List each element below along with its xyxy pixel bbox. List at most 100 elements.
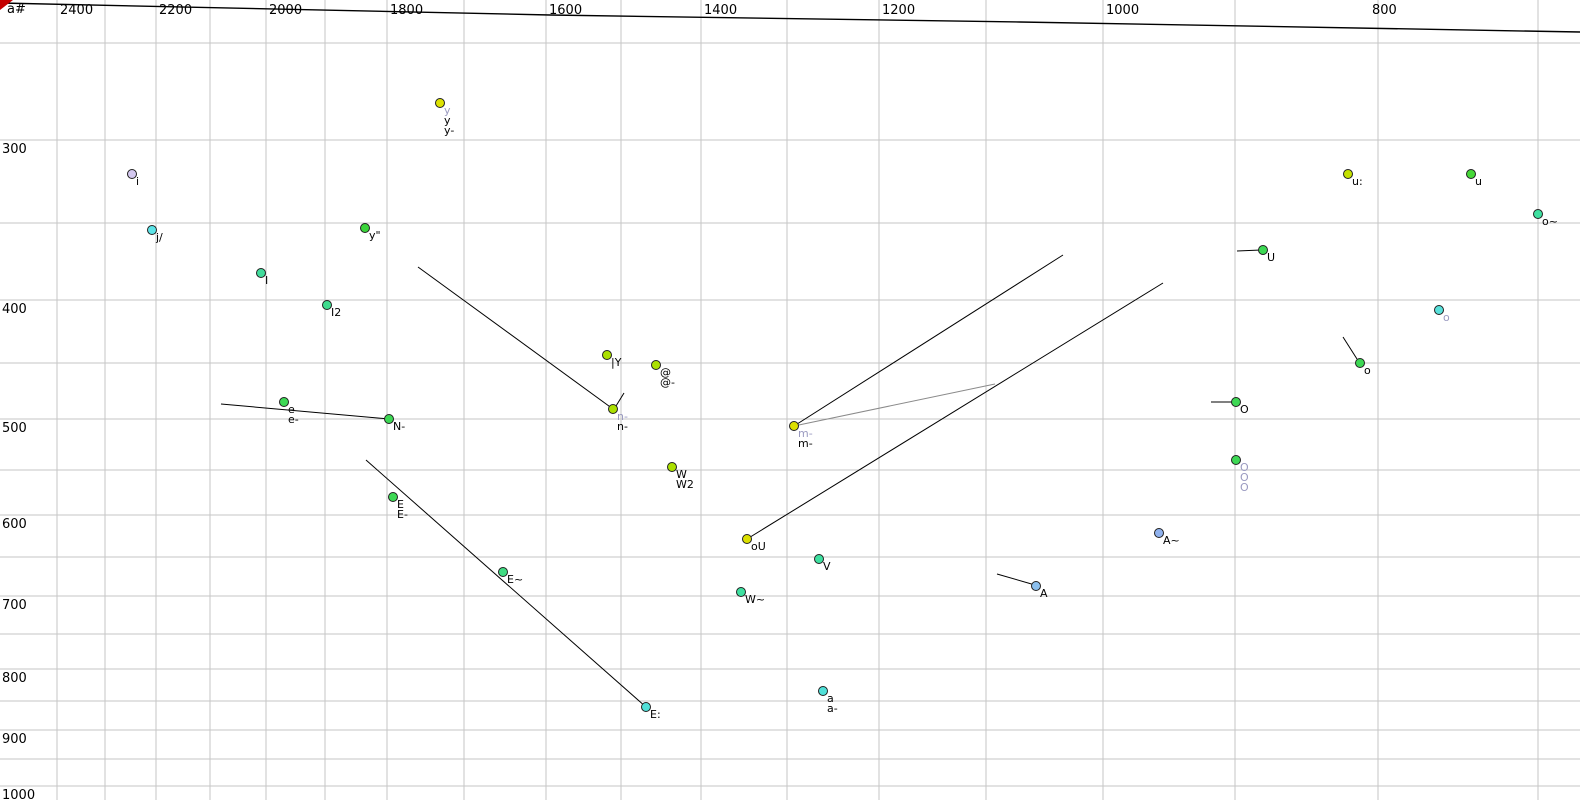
x-tick-label: 1600 bbox=[549, 3, 582, 18]
point-label-E~: E~ bbox=[507, 573, 523, 586]
y-tick-label: 700 bbox=[2, 598, 27, 613]
n-tick bbox=[615, 392, 625, 407]
point-label-W~: W~ bbox=[745, 593, 765, 606]
data-point-O[interactable] bbox=[1231, 397, 1241, 407]
point-label-m-: m- bbox=[798, 437, 813, 450]
x-tick-label: 2200 bbox=[159, 3, 192, 18]
data-point-a[interactable] bbox=[818, 686, 828, 696]
point-label-W: W2 bbox=[676, 478, 694, 491]
m-vector-gray bbox=[793, 383, 996, 427]
point-label-O2: O bbox=[1240, 481, 1249, 494]
data-point-n-[interactable] bbox=[608, 404, 618, 414]
data-point-A~[interactable] bbox=[1154, 528, 1164, 538]
data-point-y"[interactable] bbox=[360, 223, 370, 233]
point-label-I2: I2 bbox=[331, 306, 341, 319]
point-label-j/: j/ bbox=[155, 231, 163, 244]
data-point-u:[interactable] bbox=[1343, 169, 1353, 179]
point-label-o: o bbox=[1443, 311, 1450, 324]
A-vector bbox=[996, 573, 1036, 586]
y-tick-label: 800 bbox=[2, 671, 27, 686]
data-point-E~[interactable] bbox=[498, 567, 508, 577]
point-label-E: E- bbox=[397, 508, 408, 521]
point-label-U: U bbox=[1267, 251, 1275, 264]
x-tick-label: 1000 bbox=[1106, 3, 1139, 18]
point-label-n-: n- bbox=[617, 420, 628, 433]
point-label-a: a bbox=[827, 692, 834, 705]
data-point-o~[interactable] bbox=[1533, 209, 1543, 219]
point-label-o~: o~ bbox=[1542, 215, 1558, 228]
data-point-E:[interactable] bbox=[641, 702, 651, 712]
data-point-o2[interactable] bbox=[1355, 358, 1365, 368]
point-label-e: e- bbox=[288, 413, 299, 426]
point-label-u:: u: bbox=[1352, 175, 1363, 188]
point-label-i: i bbox=[136, 175, 139, 188]
x-tick-label: 2000 bbox=[269, 3, 302, 18]
e-to-N-line bbox=[220, 403, 390, 420]
point-label-O2: O bbox=[1240, 471, 1249, 484]
point-label-@: @- bbox=[660, 376, 675, 389]
data-point-V[interactable] bbox=[814, 554, 824, 564]
x-tick-label: 1800 bbox=[390, 3, 423, 18]
point-label-y": y" bbox=[369, 229, 381, 242]
point-label-@: @ bbox=[660, 366, 671, 379]
n-vector-long bbox=[417, 266, 614, 410]
data-point-@[interactable] bbox=[651, 360, 661, 370]
point-label-|Y: |Y bbox=[611, 356, 622, 369]
point-label-E:: E: bbox=[650, 708, 661, 721]
oU-vector bbox=[746, 282, 1164, 540]
point-label-e: e bbox=[288, 403, 295, 416]
point-label-O2: O bbox=[1240, 461, 1249, 474]
x-tick-label: 1400 bbox=[704, 3, 737, 18]
data-point-o[interactable] bbox=[1434, 305, 1444, 315]
y-tick-label: 900 bbox=[2, 732, 27, 747]
y-tick-label: 400 bbox=[2, 302, 27, 317]
point-label-A: A bbox=[1040, 587, 1048, 600]
point-label-W: W bbox=[676, 468, 687, 481]
reference-line bbox=[0, 2, 1580, 33]
point-label-y: y bbox=[444, 104, 451, 117]
point-label-u: u bbox=[1475, 175, 1482, 188]
data-point-j/[interactable] bbox=[147, 225, 157, 235]
point-label-a: a- bbox=[827, 702, 838, 715]
data-point-E[interactable] bbox=[388, 492, 398, 502]
y-tick-label: 600 bbox=[2, 517, 27, 532]
data-point-U[interactable] bbox=[1258, 245, 1268, 255]
data-point-oU[interactable] bbox=[742, 534, 752, 544]
y-tick-label: 500 bbox=[2, 421, 27, 436]
data-point-|Y[interactable] bbox=[602, 350, 612, 360]
x-tick-label: 800 bbox=[1372, 3, 1397, 18]
data-point-I[interactable] bbox=[256, 268, 266, 278]
data-point-N-[interactable] bbox=[384, 414, 394, 424]
point-label-m-: m- bbox=[798, 427, 813, 440]
data-point-m-[interactable] bbox=[789, 421, 799, 431]
y-tick-label: 1000 bbox=[2, 788, 35, 800]
point-label-oU: oU bbox=[751, 540, 766, 553]
point-label-I: I bbox=[265, 274, 268, 287]
x-tick-label: 1200 bbox=[882, 3, 915, 18]
y-tick-label: 300 bbox=[2, 142, 27, 157]
data-point-u[interactable] bbox=[1466, 169, 1476, 179]
data-point-W[interactable] bbox=[667, 462, 677, 472]
point-label-O: O bbox=[1240, 403, 1249, 416]
point-label-o2: o bbox=[1364, 364, 1371, 377]
U-tick bbox=[1236, 249, 1262, 252]
point-label-y: y bbox=[444, 114, 451, 127]
data-point-W~[interactable] bbox=[736, 587, 746, 597]
data-point-O2[interactable] bbox=[1231, 455, 1241, 465]
data-point-I2[interactable] bbox=[322, 300, 332, 310]
o-vector bbox=[1342, 336, 1358, 360]
data-point-e[interactable] bbox=[279, 397, 289, 407]
data-point-y[interactable] bbox=[435, 98, 445, 108]
point-label-V: V bbox=[823, 560, 831, 573]
point-label-N-: N- bbox=[393, 420, 405, 433]
corner-marker bbox=[0, 0, 13, 10]
data-point-A[interactable] bbox=[1031, 581, 1041, 591]
point-label-E: E bbox=[397, 498, 404, 511]
E-to-E-colon bbox=[365, 459, 647, 708]
data-point-i[interactable] bbox=[127, 169, 137, 179]
m-vector bbox=[793, 254, 1064, 427]
x-tick-label: 2400 bbox=[60, 3, 93, 18]
point-label-y: y- bbox=[444, 124, 454, 137]
